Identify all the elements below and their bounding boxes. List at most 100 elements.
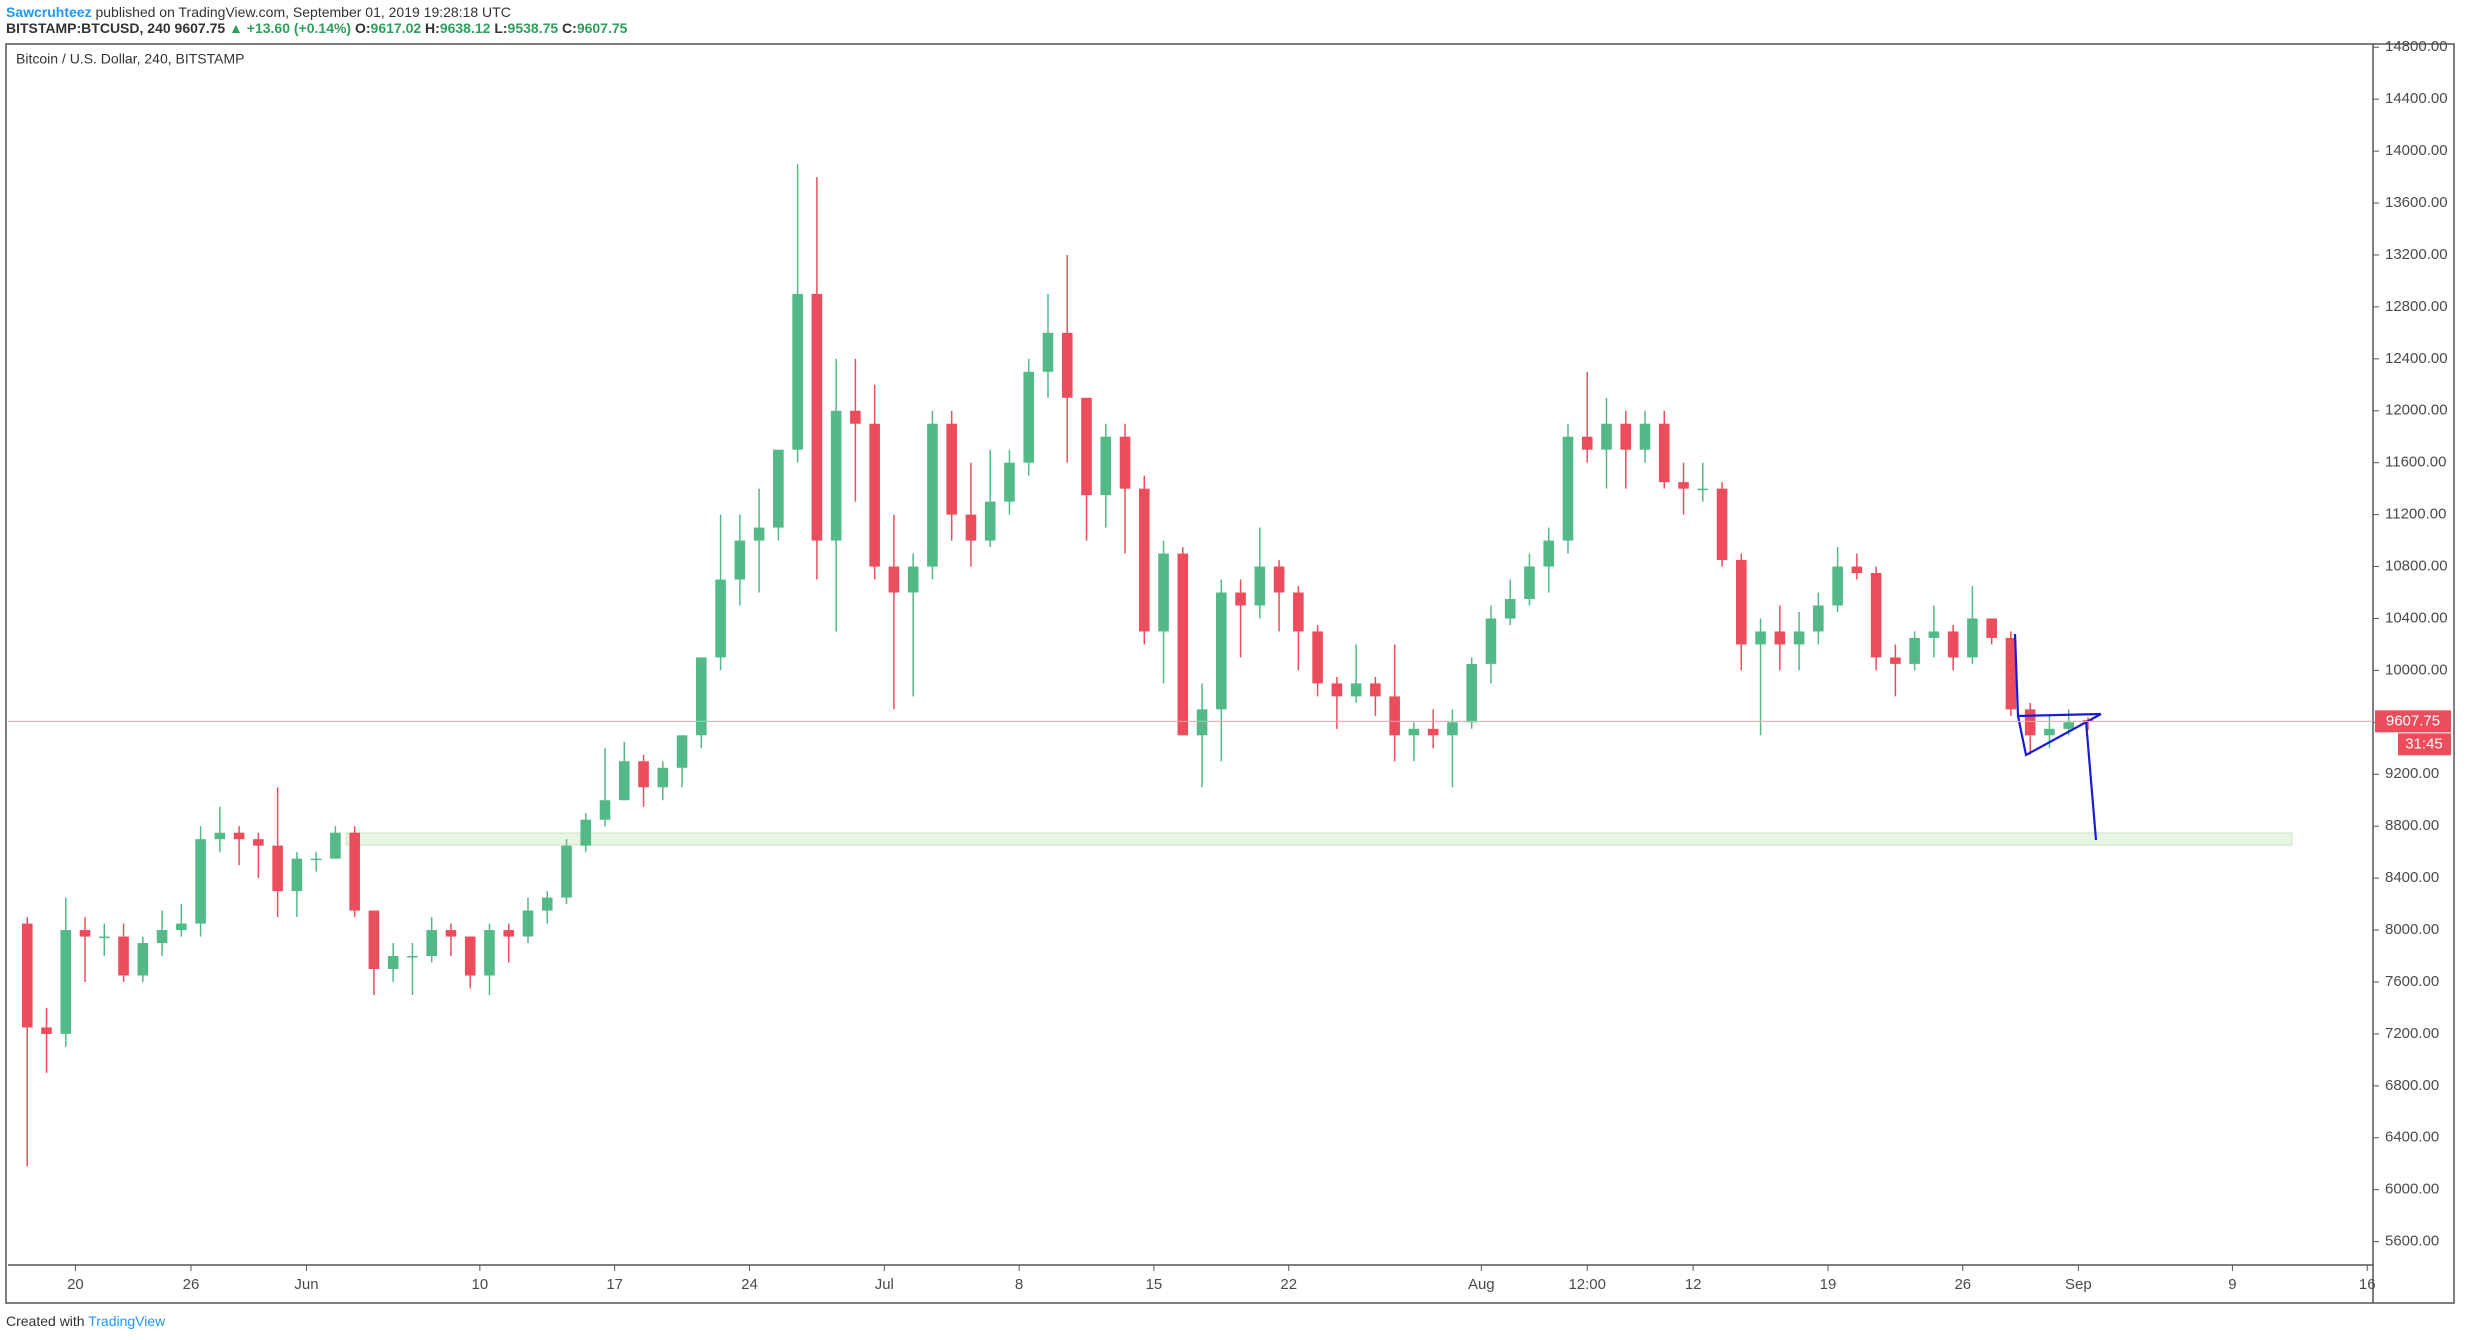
- candle-body: [522, 910, 534, 937]
- candle-body: [1967, 618, 1978, 658]
- candle-body: [60, 930, 72, 1034]
- candle-body: [1312, 631, 1323, 684]
- y-tick-label: 14400.00: [2385, 90, 2448, 107]
- candle-body: [1389, 696, 1400, 736]
- candle-body: [1273, 566, 1285, 593]
- candle-body: [1716, 488, 1728, 561]
- candle-body: [79, 930, 91, 937]
- support-zone: [345, 832, 2293, 846]
- x-tick-label: Jul: [875, 1276, 894, 1293]
- candle-body: [792, 293, 803, 450]
- y-tick-label: 13200.00: [2385, 246, 2448, 263]
- candle-body: [1023, 371, 1035, 463]
- header: Sawcruhteez published on TradingView.com…: [6, 4, 627, 36]
- candle-body: [1601, 423, 1612, 450]
- target-arrow: [2084, 720, 2098, 841]
- candle-body: [1870, 573, 1882, 658]
- y-tick-label: 12400.00: [2385, 350, 2448, 367]
- y-tick-label: 8400.00: [2385, 869, 2439, 886]
- ohlc-value: 9538.75: [507, 20, 559, 36]
- change: ▲ +13.60 (+0.14%): [229, 20, 352, 36]
- x-tick-label: 26: [183, 1276, 200, 1293]
- y-tick-label: 6000.00: [2385, 1181, 2439, 1198]
- candle-body: [464, 936, 476, 976]
- ohlc-label: C:: [562, 20, 577, 36]
- candle-body: [272, 845, 283, 892]
- y-tick-label: 7200.00: [2385, 1025, 2439, 1042]
- x-tick-label: Aug: [1468, 1276, 1495, 1293]
- ohlc-h: H:9638.12: [425, 20, 490, 36]
- countdown-label: 31:45: [2405, 735, 2443, 752]
- candle-body: [2005, 637, 2017, 710]
- candle-body: [984, 501, 996, 541]
- candle-body: [541, 897, 553, 911]
- candle-body: [1254, 566, 1266, 606]
- candle-body: [310, 858, 322, 861]
- candle-body: [426, 930, 437, 957]
- candle-body: [233, 832, 245, 840]
- candle-body: [676, 735, 688, 768]
- y-tick-label: 6800.00: [2385, 1077, 2439, 1094]
- y-tick-label: 11200.00: [2385, 506, 2446, 523]
- candle-body: [407, 956, 418, 958]
- ohlc-value: 9617.02: [370, 20, 422, 36]
- y-tick-label: 14800.00: [2385, 38, 2448, 55]
- candle-body: [2044, 728, 2055, 736]
- chart-frame: [5, 43, 2455, 1304]
- candle-body: [1447, 722, 1458, 736]
- y-tick-label: 10000.00: [2385, 661, 2448, 678]
- last-price-label: 9607.75: [2386, 712, 2440, 729]
- candle-body: [580, 819, 592, 846]
- x-tick-label: 20: [67, 1276, 84, 1293]
- ohlc-label: L:: [494, 20, 508, 36]
- candle-body: [1216, 592, 1227, 710]
- candle-body: [41, 1027, 52, 1034]
- candle-body: [715, 579, 726, 658]
- symbol: BITSTAMP:BTCUSD, 240: [6, 20, 171, 36]
- candle-body: [1620, 423, 1632, 450]
- x-tick-label: 19: [1820, 1276, 1837, 1293]
- footer-brand[interactable]: TradingView: [88, 1313, 166, 1329]
- candle-body: [1639, 423, 1651, 450]
- candle-body: [657, 767, 669, 788]
- y-tick-label: 10800.00: [2385, 558, 2448, 575]
- candle-body: [927, 423, 938, 567]
- author[interactable]: Sawcruhteez: [6, 4, 92, 20]
- candle-body: [869, 423, 880, 567]
- footer: Created with TradingView: [6, 1313, 165, 1329]
- y-tick-label: 12000.00: [2385, 402, 2448, 419]
- candle-body: [1408, 728, 1420, 736]
- x-tick-label: 17: [606, 1276, 623, 1293]
- x-tick-label: 12:00: [1568, 1276, 1606, 1293]
- candle-body: [734, 540, 746, 580]
- candle-body: [811, 293, 823, 541]
- y-tick-label: 8000.00: [2385, 921, 2439, 938]
- candle-body: [214, 832, 226, 840]
- candle-body: [1138, 488, 1150, 632]
- candle-body: [850, 410, 861, 424]
- x-tick-label: Sep: [2065, 1276, 2092, 1293]
- drawing: [2013, 633, 2102, 841]
- candle-body: [1986, 618, 1997, 638]
- ohlc-c: C:9607.75: [562, 20, 627, 36]
- x-tick-label: 15: [1146, 1276, 1163, 1293]
- x-tick-label: Jun: [294, 1276, 318, 1293]
- candle-body: [1196, 709, 1208, 736]
- candle-body: [753, 527, 765, 541]
- candle-body: [1293, 592, 1304, 632]
- candle-body: [965, 514, 977, 541]
- candle-body: [291, 858, 303, 892]
- ohlc-label: H:: [425, 20, 440, 36]
- chart: Bitcoin / U.S. Dollar, 240, BITSTAMP 560…: [5, 38, 2455, 1304]
- candle-body: [830, 410, 842, 541]
- x-tick-label: 9: [2228, 1276, 2236, 1293]
- y-tick-label: 5600.00: [2385, 1233, 2439, 1250]
- x-tick-label: 10: [472, 1276, 489, 1293]
- y-tick-label: 6400.00: [2385, 1129, 2439, 1146]
- y-tick-label: 10400.00: [2385, 609, 2448, 626]
- candle-body: [1658, 423, 1670, 483]
- candle-body: [98, 936, 110, 939]
- candle-body: [638, 761, 649, 788]
- candle-body: [1061, 332, 1073, 398]
- publish-line: Sawcruhteez published on TradingView.com…: [6, 4, 627, 20]
